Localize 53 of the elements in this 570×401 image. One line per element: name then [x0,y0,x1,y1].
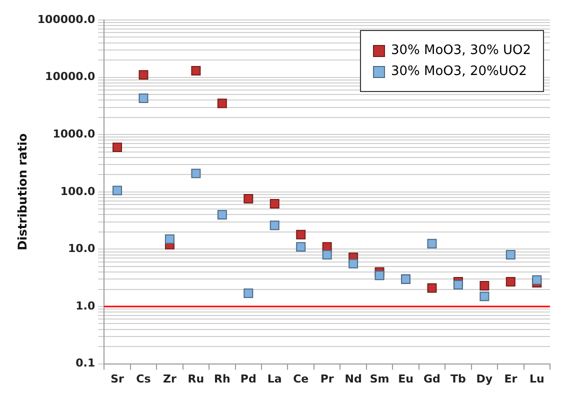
x-tick-label: Sr [110,372,125,386]
y-tick-label: 1.0 [76,299,96,312]
point [244,194,254,204]
point [427,238,437,248]
point [138,94,148,104]
point [112,142,122,152]
x-tick-label: Nd [344,372,362,386]
x-tick-label: Eu [398,372,414,386]
point [138,70,148,80]
point [112,186,122,196]
y-tick-label: 0.1 [76,356,96,370]
point [217,210,227,220]
x-tick-label: Pd [240,372,256,386]
x-tick-label: Tb [450,372,466,386]
point [270,199,280,209]
y-tick-label: 10000.0 [45,70,96,84]
x-tick-label: Dy [476,372,493,386]
point [244,288,254,298]
x-tick-label: Gd [424,372,440,386]
x-tick-label: Ru [188,372,204,386]
point [427,283,437,293]
point [532,275,542,285]
point [348,258,358,268]
point [270,220,280,230]
point [506,277,516,287]
x-tick-label: La [267,372,282,386]
y-tick-label: 100.0 [60,184,96,198]
point [322,250,332,260]
x-tick-label: Cs [136,372,152,386]
x-tick-label: Sm [370,372,390,386]
x-tick-label: Er [504,372,518,386]
point [217,98,227,108]
legend-label: 30% MoO3, 20%UO2 [390,64,527,79]
point [480,292,490,302]
y-axis-title: Distribution ratio [15,133,30,250]
point [374,270,384,280]
x-tick-label: Rh [214,372,230,386]
x-tick-label: Zr [163,372,177,386]
y-tick-label: 1000.0 [52,127,96,140]
x-tick-label: Ce [293,372,309,386]
x-tick-label: Pr [320,372,334,386]
point [191,168,201,178]
legend-label: 30% MoO3, 30% UO2 [390,43,531,58]
y-tick-label: 10.0 [68,242,96,256]
point [453,280,463,290]
point [296,230,306,240]
point [164,234,174,244]
x-tick-label: Lu [529,372,544,386]
point [191,66,201,76]
y-tick-label: 100000.0 [37,12,96,26]
point [506,250,516,260]
point [480,281,490,291]
point [296,242,306,252]
